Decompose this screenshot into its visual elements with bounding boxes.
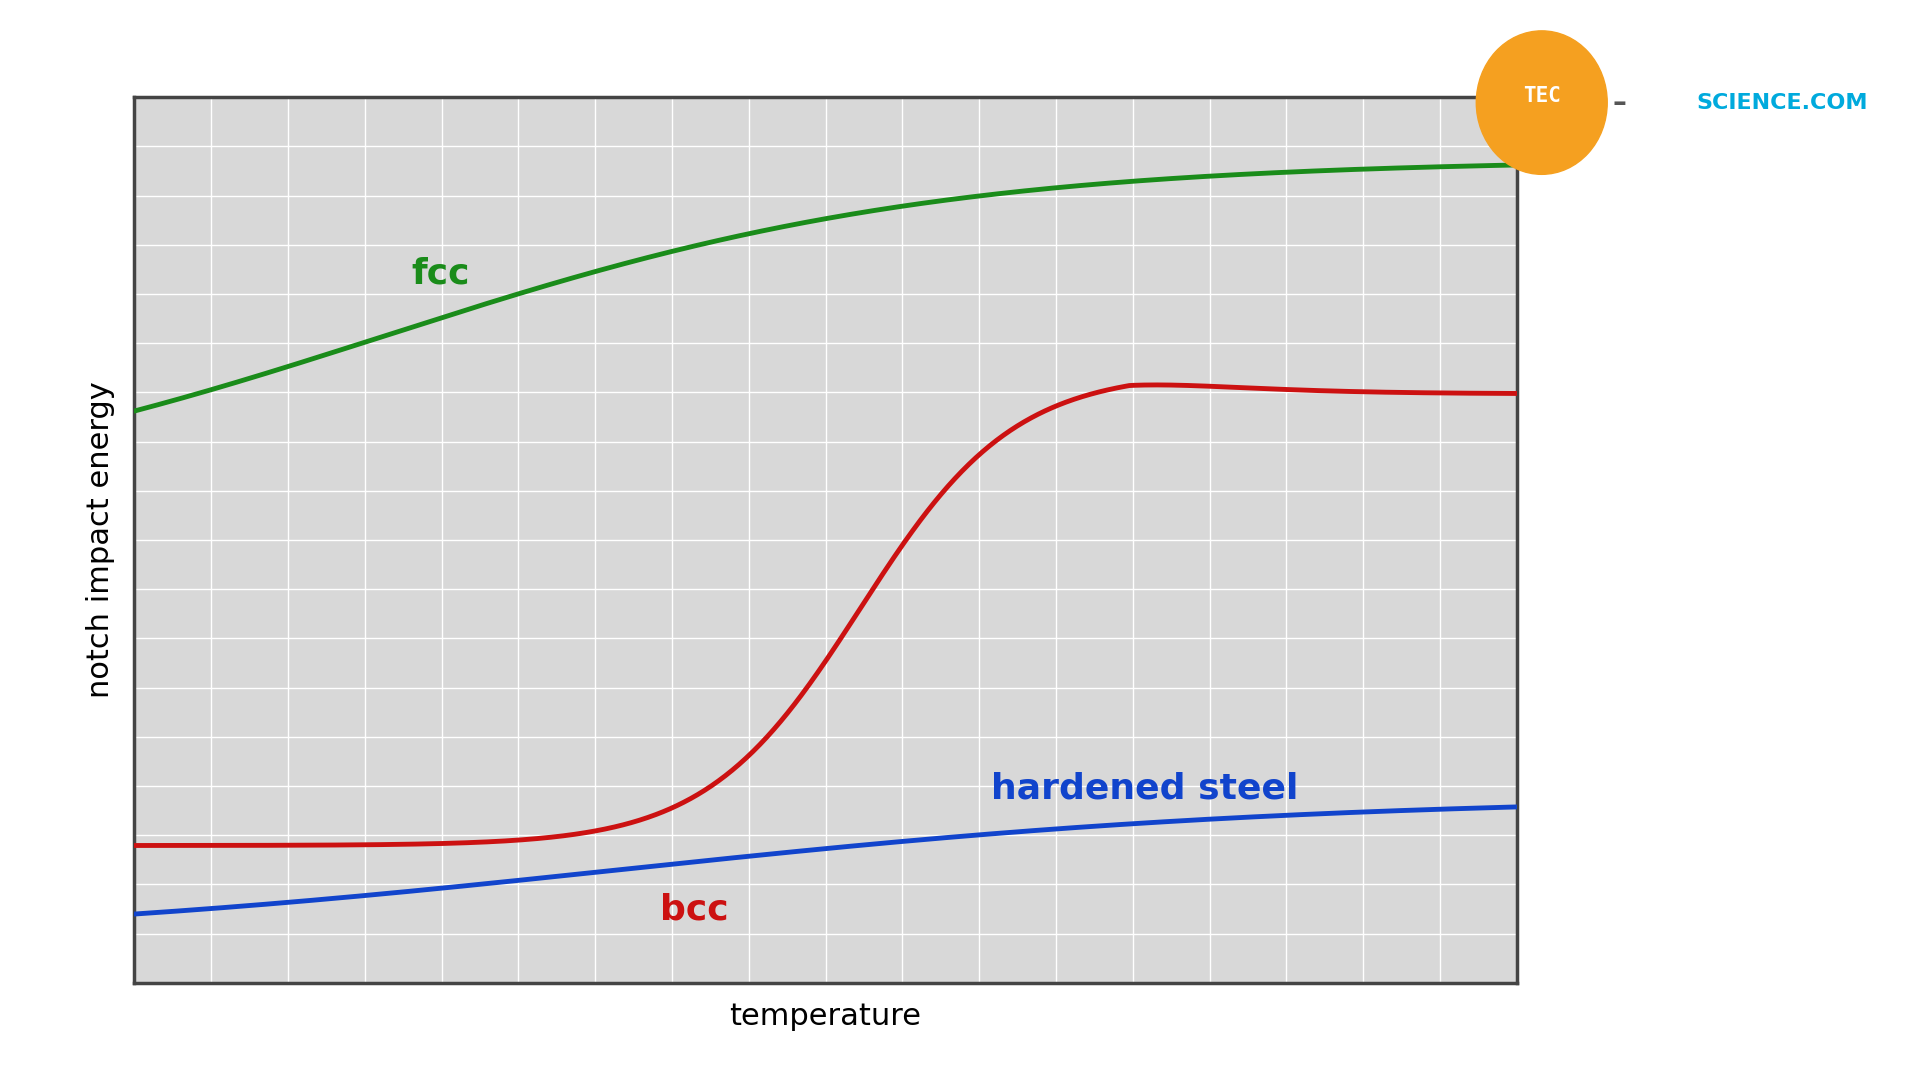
Text: fcc: fcc: [411, 256, 468, 291]
Text: hardened steel: hardened steel: [991, 771, 1298, 806]
Text: TEC: TEC: [1523, 85, 1561, 106]
Text: –: –: [1613, 89, 1626, 117]
X-axis label: temperature: temperature: [730, 1002, 922, 1031]
Text: bcc: bcc: [660, 892, 728, 927]
Text: SCIENCE.COM: SCIENCE.COM: [1697, 93, 1868, 112]
Circle shape: [1476, 31, 1607, 174]
Y-axis label: notch impact energy: notch impact energy: [86, 381, 115, 699]
